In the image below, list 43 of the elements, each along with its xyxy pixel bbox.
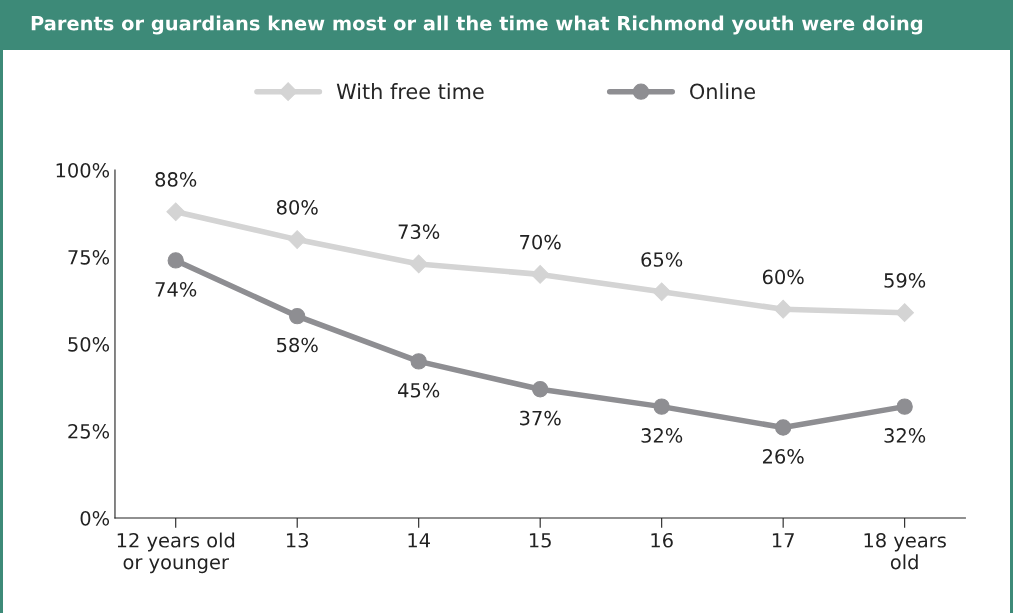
point [532, 381, 549, 398]
data-label: 73% [398, 224, 440, 240]
chart-title: Parents or guardians knew most or all the time what Richmond youth were doing [31, 15, 923, 35]
point [166, 202, 186, 222]
x-tick-label: 12 years old or younger [117, 532, 235, 574]
x-tick-label: 17 [772, 533, 794, 548]
point [287, 230, 307, 249]
y-tick-label: 75% [68, 249, 110, 265]
point [409, 254, 429, 274]
data-label: 65% [641, 252, 683, 267]
data-label: 58% [277, 337, 318, 353]
data-label: 45% [398, 382, 440, 398]
x-tick-label: 14 [408, 533, 430, 548]
data-label: 74% [155, 281, 197, 297]
y-tick-label: 100% [56, 162, 110, 178]
data-label: 60% [762, 269, 804, 285]
data-label: 32% [641, 428, 683, 443]
data-label: 32% [884, 428, 926, 443]
x-tick-label: 18 years old [864, 532, 946, 570]
data-label: 88% [155, 172, 197, 187]
point [775, 419, 792, 436]
y-tick-label: 0% [80, 510, 110, 526]
point [652, 282, 672, 302]
point [289, 307, 306, 325]
y-tick-label: 25% [68, 423, 110, 439]
data-label: 80% [276, 199, 318, 215]
point [530, 265, 550, 284]
data-label: 26% [762, 448, 804, 464]
data-label: 70% [520, 234, 561, 250]
y-tick-label: 50% [68, 336, 110, 352]
x-tick-label: 15 [529, 533, 551, 548]
point [773, 299, 793, 319]
point [895, 303, 914, 323]
data-label: 59% [884, 273, 926, 288]
point [167, 252, 184, 269]
legend-label: With free time [336, 83, 484, 100]
x-tick-label: 13 [286, 532, 309, 548]
legend-label: Online [690, 83, 755, 100]
point [896, 398, 913, 415]
point [653, 398, 670, 415]
point [410, 353, 427, 370]
data-label: 37% [520, 410, 561, 426]
x-tick-label: 16 [651, 532, 673, 548]
